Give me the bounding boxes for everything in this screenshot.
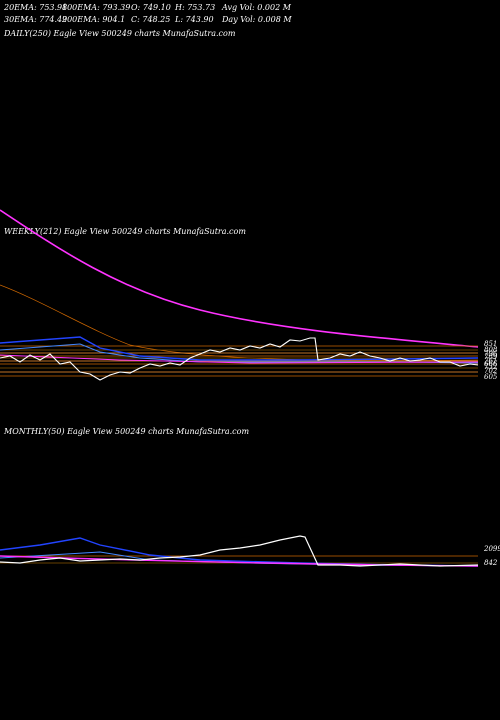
weekly-y-tick-label: 702 (484, 367, 498, 375)
avg-vol-value: Avg Vol: 0.002 M (222, 3, 291, 12)
low-value: L: 743.90 (175, 15, 214, 24)
ema20-value: 20EMA: 753.98 (4, 3, 68, 12)
monthly-panel-label: MONTHLY(50) Eagle View 500249 charts Mun… (4, 427, 250, 436)
monthly-ema200-line (0, 555, 479, 567)
ema30-value: 30EMA: 774.49 (4, 15, 68, 24)
weekly-y-tick-label: 851 (484, 340, 497, 348)
close-value: C: 748.25 (131, 15, 171, 24)
weekly-ema200-line (0, 209, 479, 348)
daily-panel-label: DAILY(250) Eagle View 500249 charts Muna… (4, 29, 236, 38)
weekly-y-tick-label: 732 (484, 363, 498, 371)
open-value: O: 749.10 (131, 3, 171, 12)
day-vol-value: Day Vol: 0.008 M (222, 15, 292, 24)
weekly-y-tick-label: 808 (484, 346, 498, 354)
weekly-y-tick-label: 605 (484, 373, 498, 381)
ema200-value: 200EMA: 904.1 (62, 15, 126, 24)
ema100-value: 100EMA: 793.39 (62, 3, 131, 12)
monthly-y-tick-label: 842 (484, 559, 498, 567)
weekly-y-tick-label: 796 (484, 350, 498, 358)
monthly-price-line (0, 535, 479, 567)
weekly-panel-label: WEEKLY(212) Eagle View 500249 charts Mun… (4, 227, 246, 236)
weekly-y-tick-label: 666 (484, 360, 498, 368)
weekly-price-line (0, 337, 479, 381)
high-value: H: 753.73 (175, 3, 216, 12)
weekly-y-tick-label: 789 (484, 353, 498, 361)
monthly-y-tick-label: 2099 (483, 545, 500, 553)
weekly-y-tick-label: 761 (484, 357, 497, 365)
